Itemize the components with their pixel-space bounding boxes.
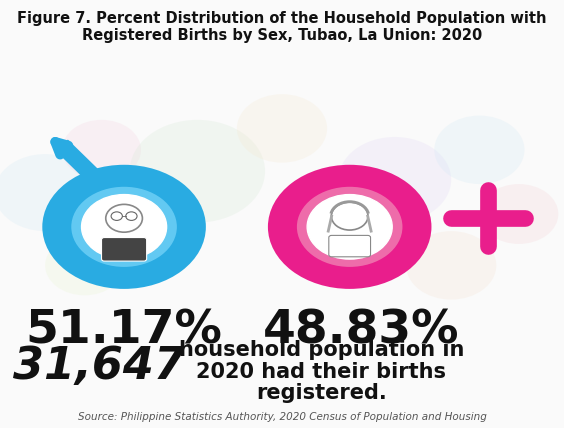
Text: Figure 7. Percent Distribution of the Household Population with: Figure 7. Percent Distribution of the Ho… <box>17 11 547 26</box>
Circle shape <box>237 94 327 163</box>
FancyBboxPatch shape <box>329 235 371 257</box>
Text: Source: Philippine Statistics Authority, 2020 Census of Population and Housing: Source: Philippine Statistics Authority,… <box>78 412 486 422</box>
Text: 31,647: 31,647 <box>13 345 184 387</box>
Circle shape <box>45 235 124 295</box>
Text: 51.17%: 51.17% <box>25 308 223 353</box>
Circle shape <box>106 205 142 232</box>
Circle shape <box>338 137 451 223</box>
Circle shape <box>332 202 368 230</box>
Circle shape <box>62 120 141 180</box>
Circle shape <box>42 165 206 289</box>
Circle shape <box>479 184 558 244</box>
Circle shape <box>268 165 431 289</box>
FancyBboxPatch shape <box>102 238 147 261</box>
Circle shape <box>434 116 525 184</box>
Text: 2020 had their births: 2020 had their births <box>196 362 447 382</box>
Text: registered.: registered. <box>256 383 387 403</box>
Text: 48.83%: 48.83% <box>263 308 459 353</box>
Text: Registered Births by Sex, Tubao, La Union: 2020: Registered Births by Sex, Tubao, La Unio… <box>82 28 482 43</box>
Circle shape <box>406 231 496 300</box>
Circle shape <box>130 120 265 223</box>
Circle shape <box>82 195 166 259</box>
Circle shape <box>0 154 96 231</box>
Circle shape <box>307 195 392 259</box>
Text: household population in: household population in <box>179 340 464 360</box>
Circle shape <box>297 187 403 267</box>
Circle shape <box>71 187 177 267</box>
